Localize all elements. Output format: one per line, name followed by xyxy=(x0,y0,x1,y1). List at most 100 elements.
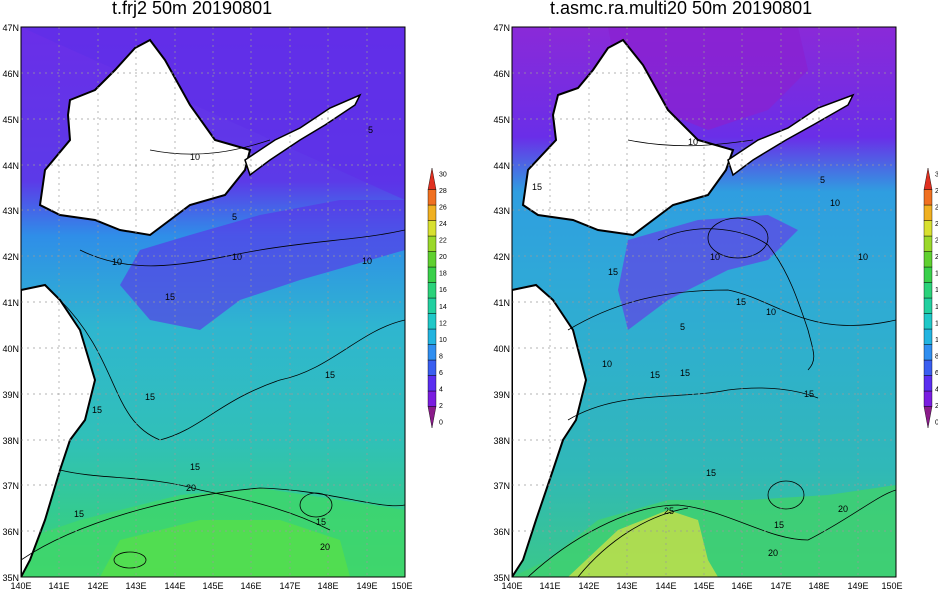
right-map-title: t.asmc.ra.multi20 50m 20190801 xyxy=(550,0,813,18)
colorbar-tick-label: 30 xyxy=(439,172,447,179)
lon-label: 142E xyxy=(87,581,108,591)
lat-label: 37N xyxy=(2,481,19,491)
lat-label: 35N xyxy=(2,573,19,583)
contour-label: 5 xyxy=(232,212,237,222)
colorbar-tick-label: 24 xyxy=(935,221,938,228)
contour-line-15 xyxy=(59,299,405,441)
lat-label: 47N xyxy=(2,23,19,33)
land-hokkaido xyxy=(521,38,735,237)
lat-label: 44N xyxy=(2,161,19,171)
colorbar-tick-label: 10 xyxy=(935,337,938,344)
lon-label: 146E xyxy=(240,581,261,591)
colorbar-swatch xyxy=(427,297,437,314)
colorbar-tick-label: 22 xyxy=(935,238,938,245)
colorbar-swatch xyxy=(923,313,933,330)
lat-label: 37N xyxy=(493,481,510,491)
colorbar-swatch xyxy=(427,167,437,190)
lon-label: 141E xyxy=(48,581,69,591)
contour-label: 15 xyxy=(532,182,542,192)
lat-label: 43N xyxy=(2,206,19,216)
colorbar-swatch xyxy=(923,390,933,407)
map-frame xyxy=(511,26,897,578)
colorbar-tick-label: 28 xyxy=(935,188,938,195)
lat-label: 41N xyxy=(2,298,19,308)
colorbar-swatch xyxy=(427,266,437,283)
colorbar-tick-label: 14 xyxy=(935,304,938,311)
contour-label: 15 xyxy=(774,520,784,530)
colorbar-swatch xyxy=(923,235,933,252)
land-hokkaido xyxy=(38,38,252,237)
right-map-panel: t.asmc.ra.multi20 50m 20190801 xyxy=(468,0,938,591)
lat-label: 35N xyxy=(493,573,510,583)
contour-label: 15 xyxy=(190,462,200,472)
colorbar-swatch xyxy=(427,313,437,330)
lat-label: 44N xyxy=(493,161,510,171)
lon-label: 145E xyxy=(693,581,714,591)
colorbar-swatches xyxy=(427,167,437,429)
colorbar-tick-label: 18 xyxy=(935,271,938,278)
colorbar-swatch xyxy=(923,344,933,361)
lon-label: 150E xyxy=(391,581,412,591)
lat-label: 38N xyxy=(2,436,19,446)
colorbar-swatch xyxy=(427,204,437,221)
contour-label: 15 xyxy=(145,392,155,402)
contour-label: 20 xyxy=(186,483,196,493)
lon-label: 140E xyxy=(10,581,31,591)
colorbar-swatch xyxy=(427,344,437,361)
colorbar-swatch xyxy=(923,359,933,376)
colorbar-tick-label: 12 xyxy=(935,320,938,327)
colorbar-tick-label: 0 xyxy=(935,420,938,427)
colorbar-tick-label: 6 xyxy=(439,370,443,377)
contour-label: 10 xyxy=(830,198,840,208)
colorbar-swatch xyxy=(923,266,933,283)
lon-label: 144E xyxy=(655,581,676,591)
lat-label: 36N xyxy=(493,527,510,537)
colorbar-swatches xyxy=(923,167,933,429)
colorbar-swatch xyxy=(923,406,933,429)
lon-label: 142E xyxy=(578,581,599,591)
right-map: 15 10 5 10 15 10 10 15 10 5 15 10 15 15 … xyxy=(493,23,902,591)
lat-label: 43N xyxy=(493,206,510,216)
lat-label: 42N xyxy=(2,252,19,262)
lat-label: 47N xyxy=(493,23,510,33)
colorbar-tick-label: 20 xyxy=(439,254,447,261)
lon-label: 150E xyxy=(881,581,902,591)
contour-line-10 xyxy=(149,139,271,155)
contour-label: 15 xyxy=(650,370,660,380)
contour-eddy-2 xyxy=(113,551,147,569)
contour-label: 15 xyxy=(165,292,175,302)
contour-line-15b xyxy=(567,387,819,421)
contour-label: 10 xyxy=(710,252,720,262)
contour-label: 15 xyxy=(736,297,746,307)
contour-line-20 xyxy=(21,487,405,561)
lat-label: 38N xyxy=(493,436,510,446)
colorbar-tick-label: 26 xyxy=(935,205,938,212)
colorbar-swatch xyxy=(923,204,933,221)
warm-core xyxy=(100,520,350,577)
colorbar-swatch xyxy=(427,282,437,299)
lat-label: 39N xyxy=(493,390,510,400)
colorbar-tick-label: 2 xyxy=(935,403,938,410)
lon-label: 143E xyxy=(125,581,146,591)
cold-tongue xyxy=(618,215,798,330)
colorbar-tick-label: 20 xyxy=(935,254,938,261)
colorbar-swatch xyxy=(427,235,437,252)
warm-core xyxy=(568,510,718,577)
contour-line-15 xyxy=(567,289,896,331)
left-map-title: t.frj2 50m 20190801 xyxy=(112,0,273,18)
colorbar-swatch xyxy=(427,189,437,206)
lat-label: 46N xyxy=(2,69,19,79)
contour-label: 15 xyxy=(92,405,102,415)
colorbar-tick-label: 22 xyxy=(439,238,447,245)
colorbar-swatch xyxy=(923,297,933,314)
lon-label: 149E xyxy=(847,581,868,591)
lon-label: 147E xyxy=(770,581,791,591)
contour-label: 15 xyxy=(316,517,326,527)
colorbar-swatch xyxy=(923,328,933,345)
colorbar-tick-label: 0 xyxy=(439,420,443,427)
contour-eddy xyxy=(767,480,805,510)
contour-label: 10 xyxy=(688,137,698,147)
lon-label: 148E xyxy=(317,581,338,591)
